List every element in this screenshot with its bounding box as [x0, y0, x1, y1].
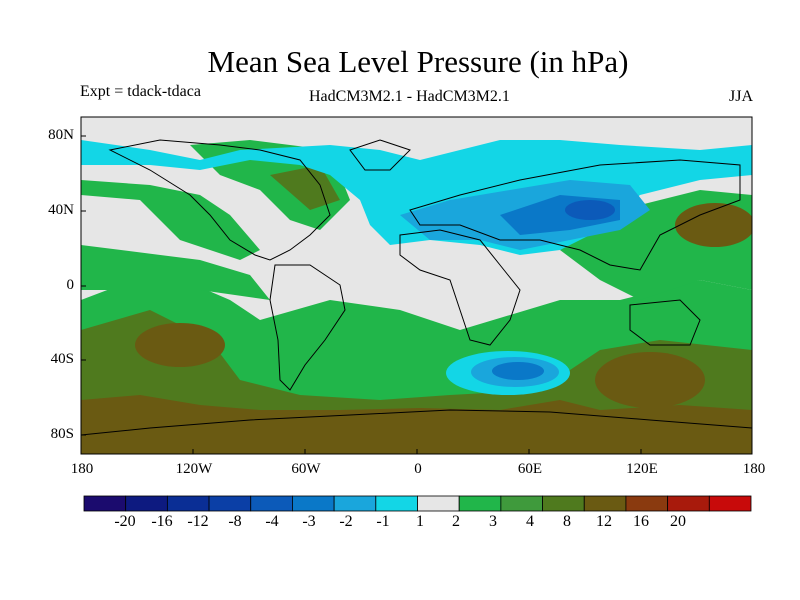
colorbar-swatch	[583, 495, 627, 512]
axis-ticks	[81, 135, 642, 454]
coast-australia	[629, 299, 701, 346]
colorbar-label: -8	[228, 513, 242, 530]
lat-label-0: 0	[66, 277, 75, 293]
lon-label-60e: 60E	[517, 461, 543, 477]
lon-label-180e: 180	[742, 461, 766, 477]
colorbar-swatch	[458, 495, 502, 512]
colorbar-label: 3	[489, 513, 497, 530]
colorbar-swatch	[500, 495, 543, 512]
lon-label-60w: 60W	[291, 461, 321, 477]
coast-africa	[399, 229, 521, 346]
brown-northwest-pacific	[675, 203, 752, 247]
blue-south-low	[492, 362, 544, 380]
colorbar-label: -2	[339, 513, 353, 530]
colorbar-label: -1	[376, 513, 390, 530]
colorbar-label: 2	[452, 513, 460, 530]
colorbar-swatch	[667, 495, 710, 512]
lat-label-40s: 40S	[50, 351, 74, 367]
lon-label-180w: 180	[70, 461, 94, 477]
brown-south-pacific	[135, 323, 225, 367]
colorbar-label: 12	[596, 513, 612, 530]
brown-band-antarctic	[81, 395, 752, 454]
colorbar-swatch	[208, 495, 252, 512]
lat-label-80s: 80S	[50, 426, 74, 442]
colorbar-label: 20	[670, 513, 686, 530]
colorbar-label: 8	[563, 513, 571, 530]
coast-north-america	[108, 139, 331, 261]
coast-greenland	[349, 139, 411, 171]
colorbar-swatch	[333, 495, 377, 512]
colorbar-swatch	[292, 495, 335, 512]
season-label: JJA	[728, 88, 753, 105]
colorbar-label: -12	[187, 513, 209, 530]
colorbar-swatch	[417, 495, 460, 512]
colorbar-swatch	[166, 495, 210, 512]
coast-eurasia	[409, 159, 741, 271]
colorbar-label: -3	[302, 513, 316, 530]
olive-canada	[270, 165, 340, 210]
lon-label-120w: 120W	[175, 461, 213, 477]
colorbar-label: -16	[151, 513, 173, 530]
colorbar-swatch	[542, 495, 585, 512]
lon-label-120e: 120E	[626, 461, 658, 477]
colorbar-swatch	[708, 495, 752, 512]
darkblue-eurasia	[565, 200, 615, 220]
colorbar-swatch	[83, 495, 127, 512]
map-contours	[81, 117, 752, 454]
brown-south-indian	[595, 352, 705, 408]
lat-label-80n: 80N	[48, 127, 74, 143]
colorbar-swatch	[250, 495, 293, 512]
colorbar-swatch	[625, 495, 669, 512]
neutral-arctic-top	[81, 117, 752, 137]
green-tropical-pacific	[81, 245, 270, 300]
coast-south-america	[269, 264, 346, 391]
colorbar-swatch	[375, 495, 418, 512]
coastlines	[81, 139, 752, 436]
model-comparison-label: HadCM3M2.1 - HadCM3M2.1	[309, 88, 510, 105]
lon-label-0: 0	[414, 461, 422, 477]
coast-antarctica	[81, 409, 752, 436]
colorbar-label: 4	[526, 513, 534, 530]
lat-label-40n: 40N	[48, 202, 74, 218]
experiment-label: Expt = tdack-tdaca	[80, 83, 201, 100]
colorbar-label: -4	[265, 513, 279, 530]
colorbar-label: 1	[416, 513, 424, 530]
colorbar-label: 16	[633, 513, 649, 530]
chart-title: Mean Sea Level Pressure (in hPa)	[207, 44, 629, 79]
green-north-pacific	[81, 180, 260, 260]
colorbar-swatch	[125, 495, 168, 512]
colorbar-label: -20	[114, 513, 136, 530]
